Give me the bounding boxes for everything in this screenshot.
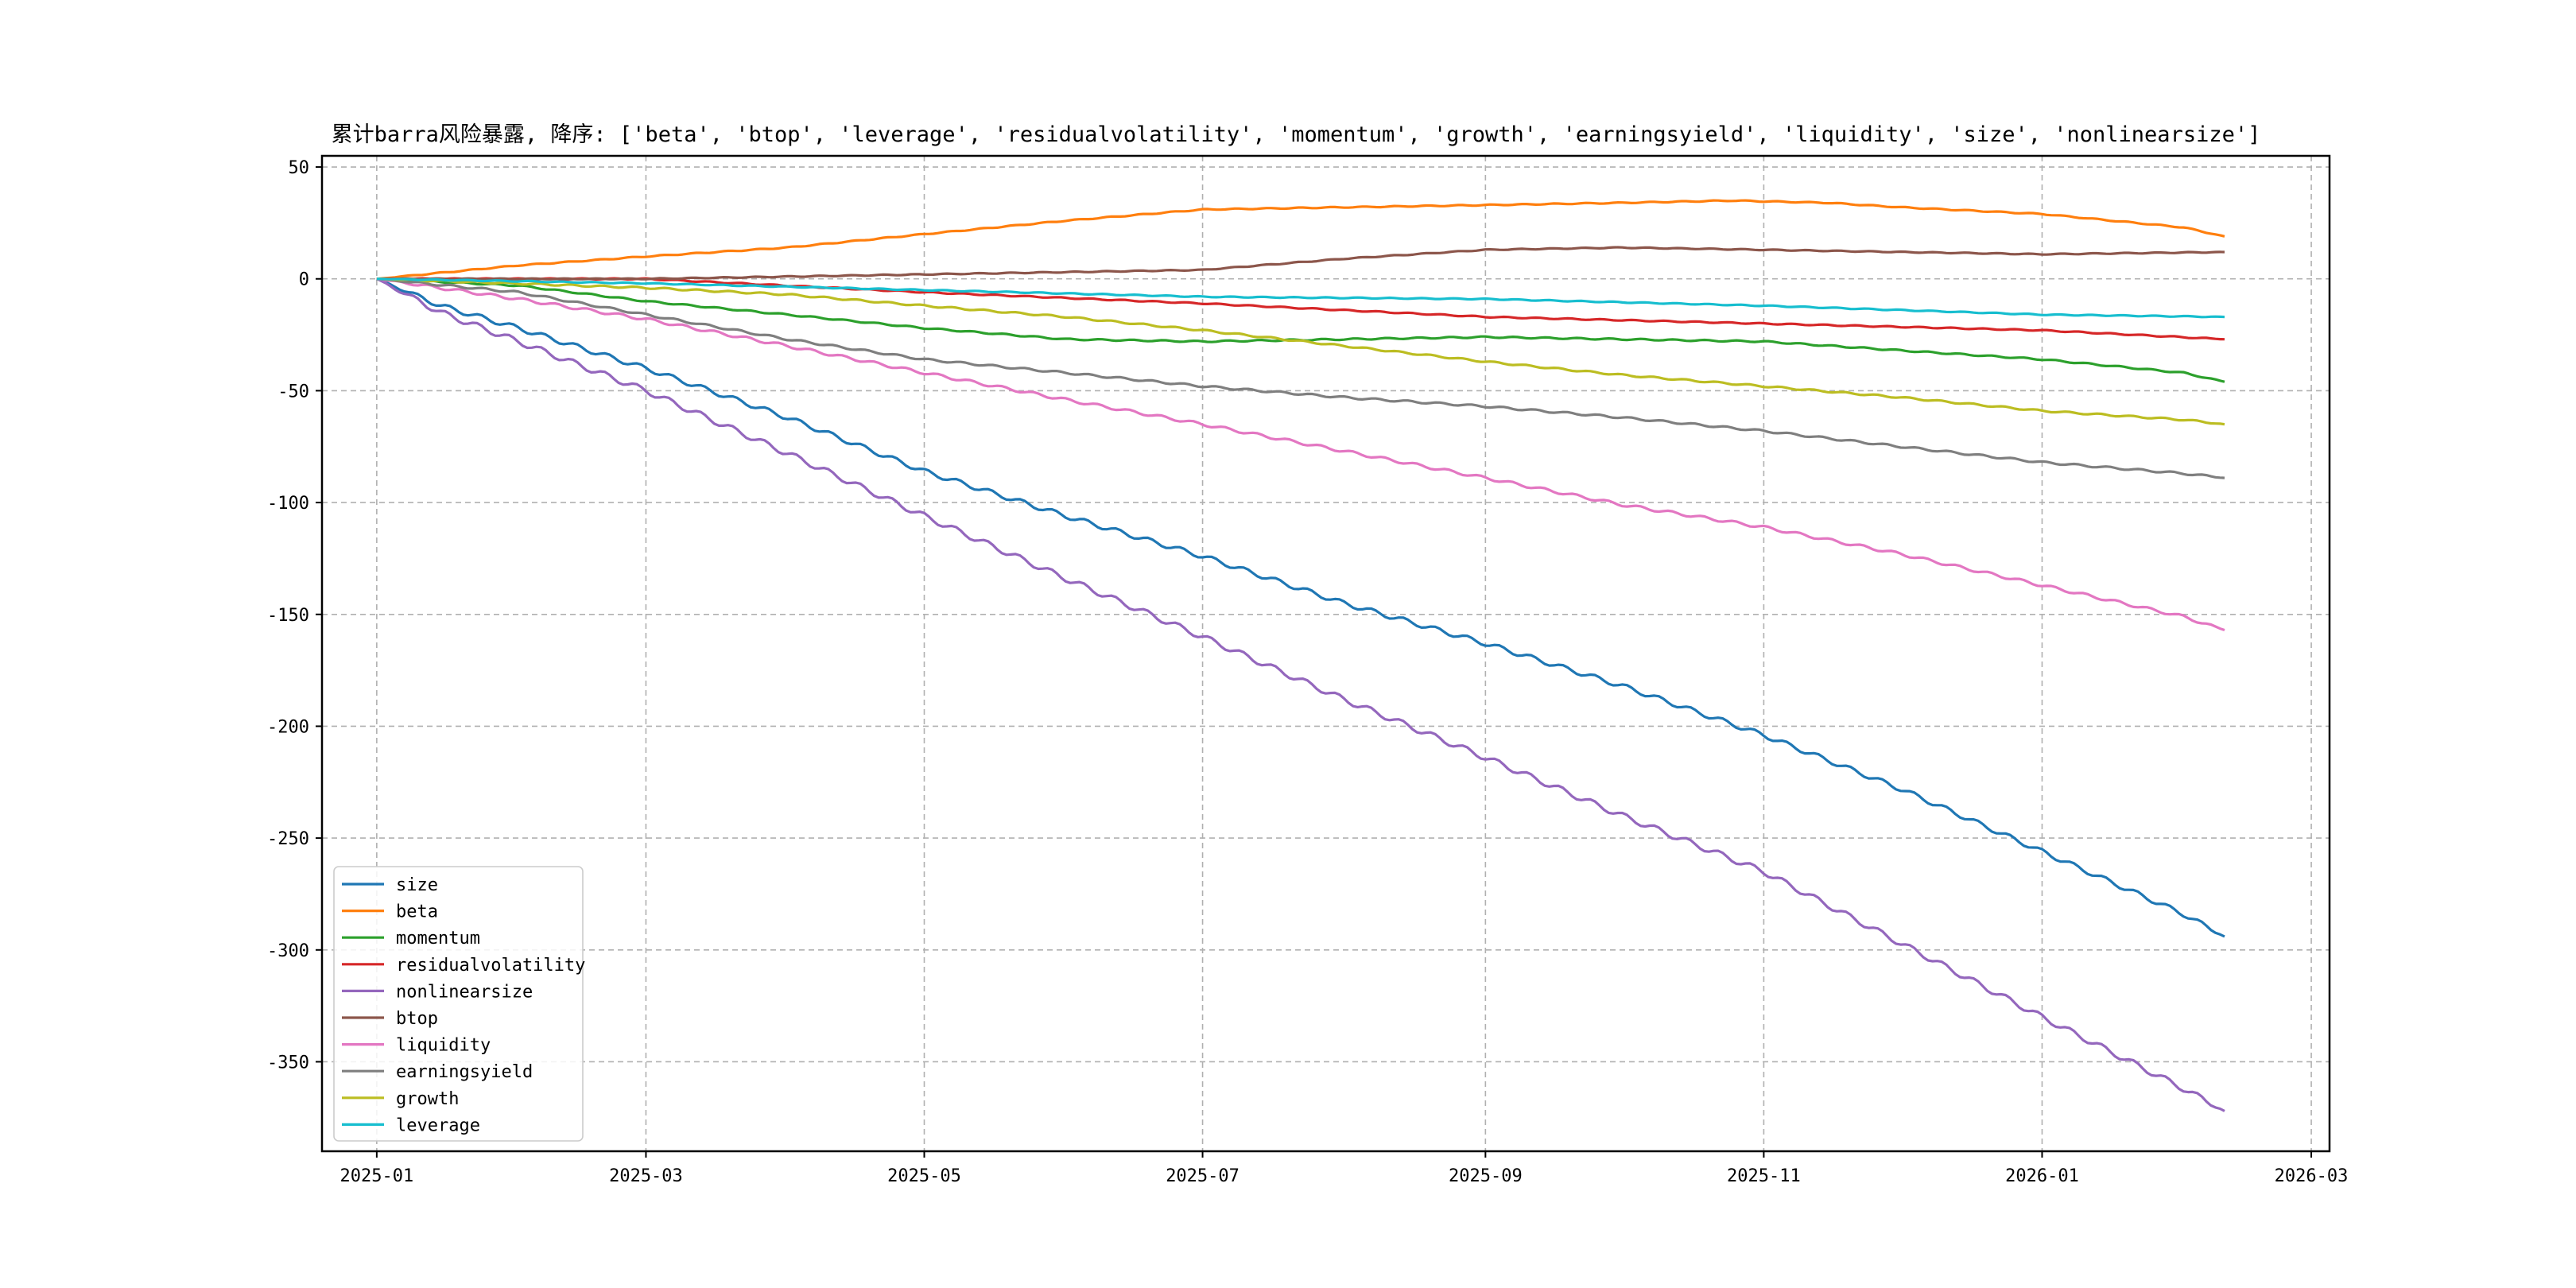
x-tick-label: 2026-03	[2275, 1166, 2349, 1186]
series-line-growth	[376, 277, 2225, 426]
chart-title: 累计barra风险暴露, 降序: ['beta', 'btop', 'lever…	[332, 122, 2261, 147]
x-tick-label: 2025-11	[1727, 1166, 1801, 1186]
x-tick-label: 2025-05	[887, 1166, 961, 1186]
x-tick-label: 2025-09	[1449, 1166, 1523, 1186]
series-line-nonlinearsize	[376, 277, 2225, 1112]
y-tick-label: 50	[289, 158, 310, 178]
x-tick-label: 2025-07	[1166, 1166, 1240, 1186]
y-tick-label: -50	[277, 382, 309, 402]
legend-label-beta: beta	[396, 902, 438, 922]
legend-label-momentum: momentum	[396, 929, 480, 949]
y-tick-label: -350	[267, 1053, 309, 1073]
y-tick-label: -150	[267, 606, 309, 626]
legend-box	[333, 866, 584, 1142]
legend-label-nonlinearsize: nonlinearsize	[396, 982, 533, 1002]
legend-label-earningsyield: earningsyield	[396, 1062, 533, 1082]
legend: size beta momentum residualvolatility nonlin…	[333, 866, 585, 1142]
y-tick-label: -300	[267, 941, 309, 961]
x-tick-label: 2025-03	[609, 1166, 683, 1186]
y-tick-label: -200	[267, 717, 309, 737]
legend-label-liquidity: liquidity	[396, 1036, 491, 1056]
series-line-residualvolatility	[376, 277, 2225, 341]
y-tick-label: 0	[299, 270, 309, 290]
series-line-momentum	[376, 277, 2225, 383]
series-line-beta	[376, 199, 2225, 281]
legend-label-btop: btop	[396, 1009, 438, 1029]
legend-label-leverage: leverage	[396, 1115, 480, 1135]
series-line-btop	[376, 246, 2225, 281]
series-line-size	[376, 277, 2225, 938]
grid	[322, 156, 2330, 1151]
y-tick-label: -250	[267, 829, 309, 849]
legend-label-residualvolatility: residualvolatility	[396, 956, 585, 976]
y-tick-label: -100	[267, 494, 309, 514]
series-line-liquidity	[376, 277, 2225, 632]
legend-label-growth: growth	[396, 1089, 459, 1109]
x-tick-label: 2026-01	[2005, 1166, 2079, 1186]
series-line-leverage	[376, 277, 2225, 319]
series-line-earningsyield	[376, 277, 2225, 479]
plot-frame	[320, 154, 2331, 1153]
plot-lines	[376, 199, 2225, 1112]
legend-label-size: size	[396, 875, 438, 895]
axes: 2025-01 2025-03 2025-05 2025-07 2025-09 2025-…	[267, 158, 2348, 1186]
x-tick-label: 2025-01	[340, 1166, 414, 1186]
